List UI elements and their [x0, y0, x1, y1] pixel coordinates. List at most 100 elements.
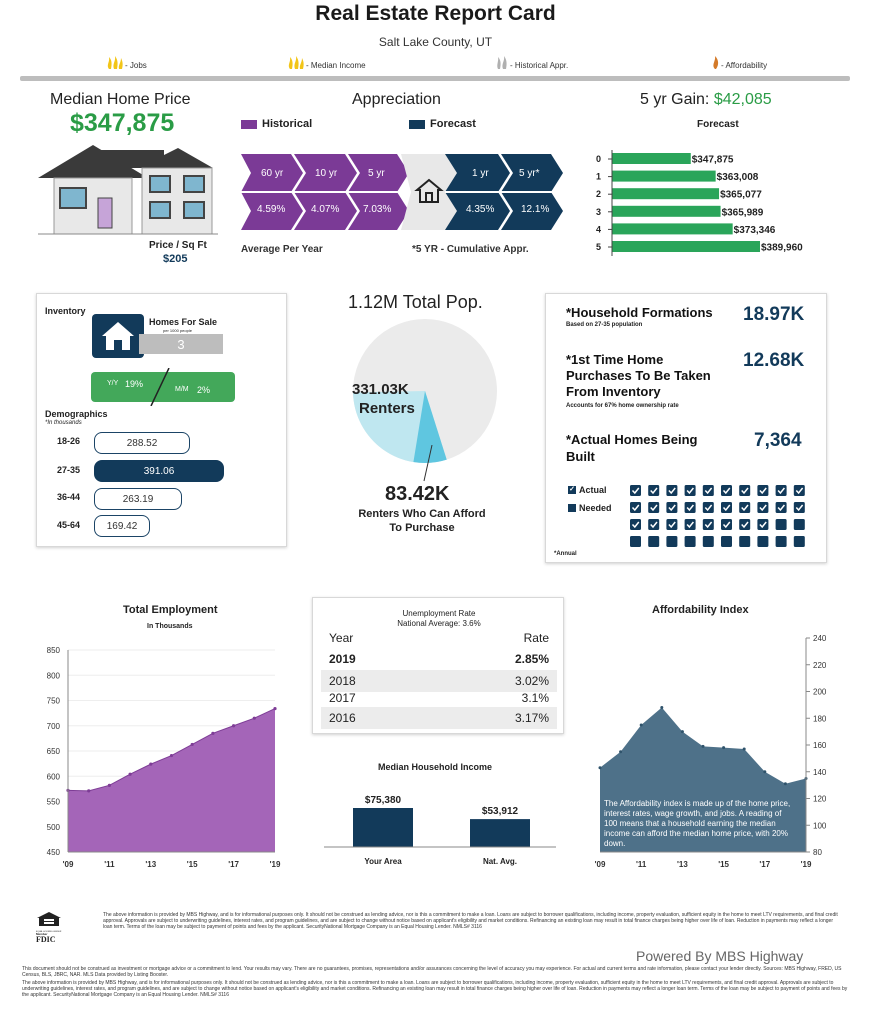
grid-needed-cell: [775, 519, 787, 530]
formations-label: *Household Formations: [566, 305, 713, 320]
header-divider: [20, 76, 850, 81]
grid-actual-cell: [666, 485, 678, 496]
five-yr-gain-label: 5 yr Gain:: [640, 91, 710, 108]
affordability-point: [742, 747, 746, 751]
forecast-period-5yr: 5 yr*: [519, 168, 540, 179]
y-tick-label: 750: [47, 697, 61, 706]
check-icon: [650, 521, 658, 529]
y-tick-label: 100: [813, 821, 827, 830]
check-icon: [704, 521, 713, 529]
affordability-point: [619, 750, 623, 754]
affordability-title: Affordability Index: [652, 604, 749, 616]
x-tick-label: '15: [718, 860, 729, 869]
x-tick-label: '17: [759, 860, 770, 869]
footer-disclaimer-1: The above information is provided by MBS…: [103, 912, 838, 930]
built-value: 7,364: [754, 430, 802, 451]
affordability-point: [598, 766, 602, 770]
gain-year-label: 2: [596, 189, 601, 199]
y-tick-label: 450: [47, 848, 61, 857]
employment-title: Total Employment: [123, 604, 218, 616]
grid-actual-cell: [630, 519, 641, 530]
gain-year-label: 3: [596, 207, 601, 217]
appreciation-arrows: [241, 154, 563, 230]
unemployment-subtitle: National Average: 3.6%: [397, 619, 481, 628]
grid-actual-cell: [702, 485, 714, 496]
grid-needed-cell: [739, 536, 751, 547]
gain-bar-label: $389,960: [761, 243, 803, 254]
gain-bar: [612, 205, 721, 217]
five-yr-gain-value: $42,085: [713, 91, 772, 108]
table-row: 2016 3.17%: [321, 707, 557, 729]
income-chart: $75,380 Your Area $53,912 Nat. Avg.: [324, 795, 556, 866]
income-bar: [353, 808, 413, 847]
check-icon: [650, 504, 658, 512]
appreciation-title: Appreciation: [352, 91, 441, 108]
check-icon: [722, 487, 731, 495]
grid-actual-cell: [739, 519, 751, 530]
employment-point: [107, 783, 111, 787]
legend-forecast: Forecast: [409, 118, 476, 130]
hist-arrow-60yr-top: [241, 154, 303, 192]
location-subtitle: Salt Lake County, UT: [378, 35, 493, 49]
median-price-value: $347,875: [70, 109, 175, 137]
y-tick-label: 240: [813, 634, 827, 643]
population-pie: [353, 319, 497, 463]
hist-arrow-10yr-top: [294, 154, 357, 192]
divider-slash: [150, 368, 170, 406]
row-year: 2016: [329, 711, 356, 725]
table-row: 2018 3.02%: [321, 670, 557, 692]
grid-actual-cell: [630, 485, 641, 496]
affordability-area: [600, 707, 806, 852]
y-tick-label: 120: [813, 795, 827, 804]
demographics-title: Demographics: [45, 409, 108, 419]
house-illustration: [38, 145, 218, 235]
price-sqft-label: Price / Sq Ft: [149, 240, 207, 251]
income-bar-label: Nat. Avg.: [483, 857, 517, 866]
gain-year-label: 0: [596, 154, 601, 164]
grid-needed-cell: [630, 536, 641, 547]
check-icon: [795, 504, 804, 512]
renters-label: Renters: [359, 400, 415, 417]
price-sqft-value: $205: [163, 253, 188, 265]
demo-bar: 391.06: [94, 460, 224, 482]
check-icon: [650, 487, 658, 495]
grid-actual-cell: [721, 502, 732, 513]
yy-label: Y/Y: [107, 380, 119, 387]
employment-point: [87, 789, 91, 793]
demo-bar: 169.42: [94, 515, 150, 537]
annual-note: *Annual: [554, 551, 577, 557]
legend-jobs-label: - Jobs: [125, 61, 147, 70]
demo-age-3: 45-64: [57, 520, 81, 530]
legend-historical-appr: - Historical Appr.: [495, 56, 568, 70]
homes-for-sale-value: 3: [139, 334, 223, 354]
check-icon: [668, 521, 676, 529]
first-time-value: 12.68K: [743, 350, 805, 371]
fdic-text: FDIC: [36, 935, 56, 944]
check-icon: [741, 521, 749, 529]
appreciation-arrow-labels: 60 yr 10 yr 5 yr 4.59% 4.07% 7.03% 1 yr …: [241, 154, 563, 230]
hist-rate-5yr: 7.03%: [363, 204, 392, 215]
employment-area: [68, 708, 275, 852]
gain-bar-label: $363,008: [717, 172, 759, 183]
check-icon: [741, 487, 749, 495]
built-label: *Actual Homes Being Built: [566, 432, 698, 464]
check-icon: [631, 504, 640, 512]
grid-actual-cell: [702, 519, 714, 530]
grid-actual-cell: [757, 519, 769, 530]
legend-affordability: - Affordability: [710, 56, 767, 70]
gold-indicator-icon: [288, 56, 304, 69]
afford-label: Renters Who Can Afford To Purchase: [358, 508, 486, 534]
y-tick-label: 600: [47, 772, 61, 781]
legend-historical: Historical: [241, 118, 312, 130]
employment-point: [149, 762, 153, 766]
grid-actual-cell: [684, 502, 696, 513]
check-icon: ✓: [568, 486, 576, 494]
forecast-rate-1yr: 4.35%: [466, 204, 495, 215]
check-icon: [686, 504, 694, 512]
gain-bar: [612, 241, 760, 252]
grid-needed-cell: [666, 536, 678, 547]
x-tick-label: '19: [270, 860, 281, 869]
grid-needed-cell: [775, 536, 787, 547]
home-tile: [92, 314, 144, 358]
legend-median-income-label: - Median Income: [306, 61, 366, 70]
